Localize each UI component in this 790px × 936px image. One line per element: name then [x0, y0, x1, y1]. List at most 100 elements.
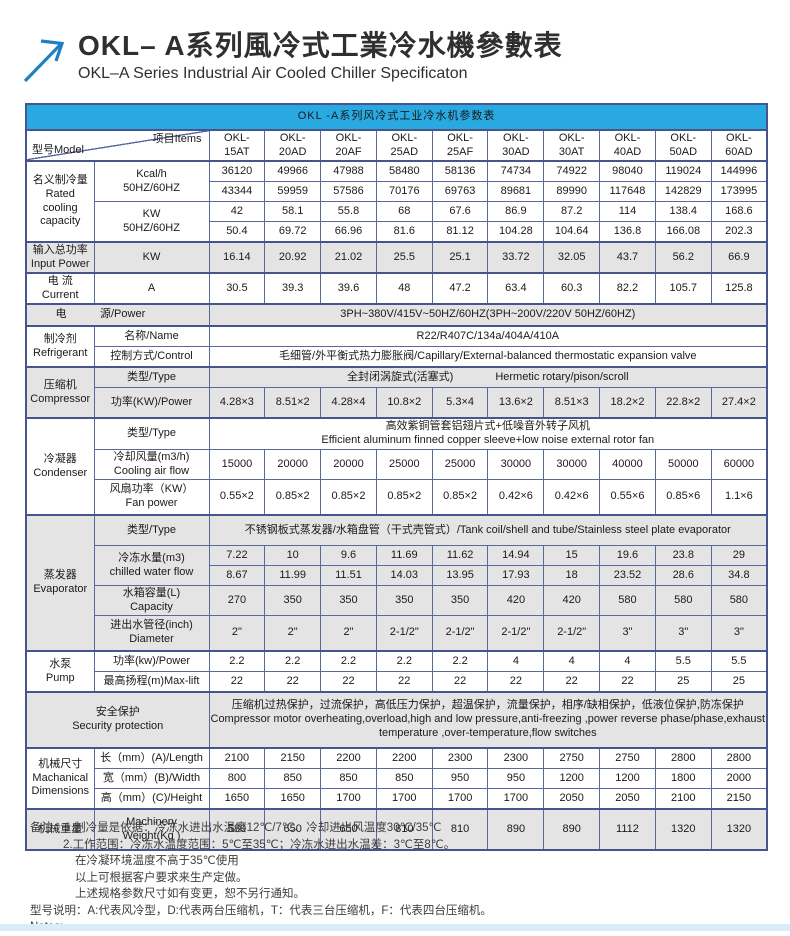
- spec-value: 104.28: [487, 221, 545, 243]
- row-length: 机械尺寸 Machanical Dimensions 长（mm）(A)/Leng…: [25, 747, 768, 810]
- spec-value: 2-1/2": [487, 615, 545, 652]
- notes-section: 备注：1.制冷量是依据：冷冻水进出水温度12℃/7℃、冷却进出风温度30℃/35…: [30, 820, 492, 936]
- row-condenser-type: 冷凝器 Condenser 类型/Type 高效紫铜管套铝翅片式+低噪音外转子风…: [25, 417, 768, 516]
- spec-value: 1320: [654, 808, 712, 851]
- model-header: OKL-15AT: [208, 129, 266, 162]
- label-evaporator: 蒸发器 Evaporator: [25, 514, 95, 652]
- spec-value: 890: [487, 808, 545, 851]
- spec-value: 8.51×2: [264, 387, 322, 419]
- row-kcal-60hz: 43344 59959 57586 70176 69763 89681 89990 11764…: [26, 181, 768, 202]
- spec-value: 15: [543, 545, 601, 566]
- spec-value: 25.5: [375, 241, 433, 274]
- model-header: OKL-25AD: [375, 129, 433, 162]
- spec-value: 58136: [431, 160, 489, 182]
- spec-value: 7.22: [208, 545, 266, 566]
- spec-value: 2300: [431, 747, 489, 769]
- label-pump: 水泵 Pump: [25, 650, 95, 693]
- label-tank-capacity: 水箱容量(L) Capacity: [93, 585, 210, 616]
- spec-value: 2200: [375, 747, 433, 769]
- label-power-supply: 电源/Power: [25, 303, 210, 327]
- spec-value: 22: [264, 671, 322, 693]
- spec-value: 2": [208, 615, 266, 652]
- spec-value: 2.2: [208, 650, 266, 672]
- label-width: 宽（mm）(B)/Width: [93, 768, 210, 789]
- row-tank-capacity: 水箱容量(L) Capacity 270 350 350 350 350 420 420 58…: [26, 585, 768, 616]
- row-compressor-power: 功率(KW)/Power 4.28×3 8.51×2 4.28×4 10.8×2 5.3…: [26, 387, 768, 419]
- model-header: OKL-20AD: [264, 129, 322, 162]
- spec-value: 20.92: [264, 241, 322, 274]
- label-fan-power: 风扇功率（KW） Fan power: [93, 479, 210, 516]
- spec-value: 30000: [543, 449, 601, 480]
- note-line: 以上可根据客户要求来生产定做。: [75, 871, 248, 884]
- spec-value: 2050: [543, 788, 601, 810]
- label-pump-power: 功率(kw)/Power: [93, 650, 210, 672]
- spec-value: 25: [654, 671, 712, 693]
- spec-value: 47.2: [431, 272, 489, 305]
- spec-value: 11.99: [264, 565, 322, 586]
- spec-value: 580: [710, 585, 768, 616]
- label-condenser: 冷凝器 Condenser: [25, 417, 95, 516]
- spec-value: 2-1/2": [375, 615, 433, 652]
- spec-value: 950: [487, 768, 545, 789]
- spec-value: 13.95: [431, 565, 489, 586]
- spec-value: 81.6: [375, 221, 433, 243]
- label-height: 高（mm）(C)/Height: [93, 788, 210, 810]
- value-compressor-type: 全封闭涡旋式(活塞式) Hermetic rotary/pison/scroll: [208, 366, 768, 388]
- label-type: 类型/Type: [93, 417, 210, 450]
- label-pipe-diameter: 进出水管径(inch) Diameter: [93, 615, 210, 652]
- row-refrigerant-name: 制冷剂 Refrigerant 名称/Name R22/R407C/134a/4…: [25, 325, 768, 368]
- label-type: 类型/Type: [93, 366, 210, 388]
- spec-value: 0.85×2: [375, 479, 433, 516]
- spec-value: 136.8: [599, 221, 656, 243]
- spec-value: 2150: [264, 747, 322, 769]
- label-name: 名称/Name: [93, 325, 210, 347]
- spec-value: 650: [264, 808, 322, 851]
- label-length: 长（mm）(A)/Length: [93, 747, 210, 769]
- label-refrigerant: 制冷剂 Refrigerant: [25, 325, 95, 368]
- spec-value: 1112: [599, 808, 656, 851]
- spec-value: 1200: [543, 768, 601, 789]
- page-header: OKL– A系列風冷式工業冷水機參數表 OKL–A Series Industr…: [20, 30, 563, 86]
- spec-value: 18: [543, 565, 601, 586]
- spec-value: 19.6: [599, 545, 656, 566]
- spec-value: 59959: [264, 181, 322, 202]
- row-security: 安全保护 Security protection 压缩机过热保护，过流保护，高低…: [25, 691, 768, 749]
- spec-value: 23.8: [654, 545, 712, 566]
- spec-value: 270: [208, 585, 266, 616]
- spec-value: 17.93: [487, 565, 545, 586]
- spec-value: 2800: [654, 747, 712, 769]
- spec-value: 1650: [264, 788, 322, 810]
- spec-value: 138.4: [654, 201, 712, 222]
- spec-value: 3": [599, 615, 656, 652]
- spec-value: 117648: [599, 181, 656, 202]
- logo-arrow-icon: [23, 39, 65, 83]
- value-power-supply: 3PH~380V/415V~50HZ/60HZ(3PH~200V/220V 50…: [208, 303, 768, 327]
- spec-value: 10.8×2: [375, 387, 433, 419]
- spec-value: 56.2: [654, 241, 712, 274]
- model-header: OKL-50AD: [654, 129, 712, 162]
- spec-value: 25.1: [431, 241, 489, 274]
- model-header: OKL-20AF: [320, 129, 377, 162]
- spec-value: 69.72: [264, 221, 322, 243]
- spec-value: 1200: [599, 768, 656, 789]
- label-dimensions: 机械尺寸 Machanical Dimensions: [25, 747, 95, 810]
- spec-value: 14.03: [375, 565, 433, 586]
- spec-value: 1650: [208, 788, 266, 810]
- spec-value: 2.2: [320, 650, 377, 672]
- spec-value: 8.51×3: [543, 387, 601, 419]
- row-pump-power: 水泵 Pump 功率(kw)/Power 2.2 2.2 2.2 2.2 2.2 4 4 4 5…: [25, 650, 768, 693]
- model-header: OKL-25AF: [431, 129, 489, 162]
- spec-value: 1800: [654, 768, 712, 789]
- model-header-row: 项目Items 型号Model OKL-15AT OKL-20AD OKL-20…: [25, 129, 768, 162]
- row-height: 高（mm）(C)/Height 1650 1650 1700 1700 1700 1700…: [26, 788, 768, 810]
- row-chilled-water-50hz: 冷冻水量(m3) chilled water flow 7.22 10 9.6 11.…: [26, 545, 768, 586]
- spec-value: 21.02: [320, 241, 377, 274]
- spec-value: 2": [320, 615, 377, 652]
- row-refrigerant-control: 控制方式/Control 毛细管/外平衡式热力膨胀阀/Capillary/Ext…: [26, 346, 768, 368]
- spec-value: 5.5: [654, 650, 712, 672]
- spec-value: 22: [543, 671, 601, 693]
- row-kcal-50hz: 名义制冷量 Rated cooling capacity Kcal/h 50HZ…: [25, 160, 768, 243]
- spec-value: 125.8: [710, 272, 768, 305]
- value-security: 压缩机过热保护，过流保护，高低压力保护，超温保护，流量保护，相序/缺相保护，低液…: [208, 691, 768, 749]
- spec-value: 27.4×2: [710, 387, 768, 419]
